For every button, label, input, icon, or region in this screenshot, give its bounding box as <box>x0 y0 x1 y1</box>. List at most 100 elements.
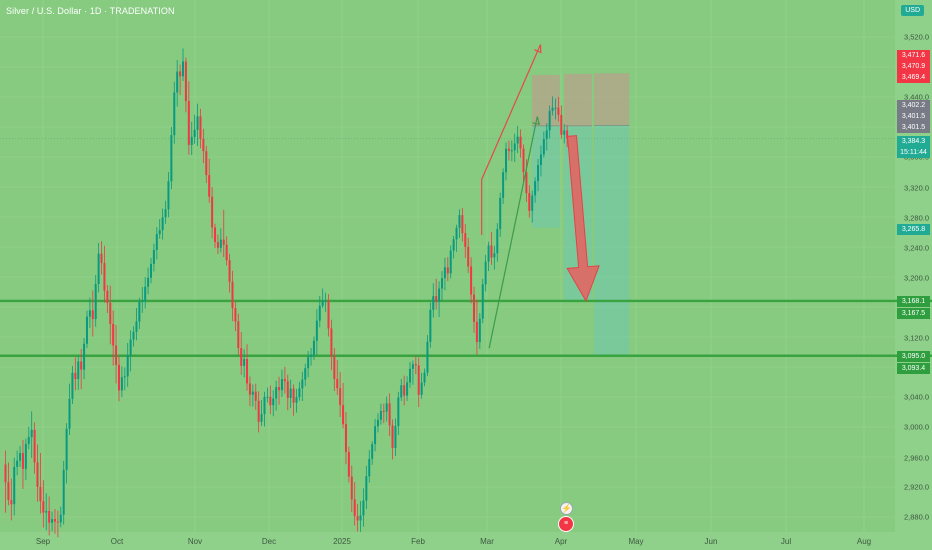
candle-body <box>324 300 327 302</box>
y-tick-label: 2,960.0 <box>903 453 929 463</box>
candle-body <box>275 387 278 399</box>
candle-body <box>286 381 289 398</box>
candle-body <box>385 403 388 412</box>
candle-body <box>170 135 173 182</box>
candle-body <box>77 361 80 380</box>
candle-body <box>39 486 42 502</box>
candle-body <box>481 284 484 319</box>
candle-body <box>551 107 554 111</box>
candle-body <box>298 388 301 398</box>
candle-body <box>376 419 379 427</box>
candle-body <box>443 267 446 279</box>
candle-body <box>30 429 33 438</box>
candle-body <box>216 242 219 248</box>
candle-body <box>400 385 403 398</box>
x-tick-label: Jul <box>780 537 792 546</box>
candle-body <box>347 451 350 477</box>
candle-body <box>269 396 272 406</box>
candle-body <box>301 379 304 389</box>
candle-body <box>152 250 155 264</box>
x-tick-label: 2025 <box>333 537 351 546</box>
candle-body <box>161 217 164 231</box>
candle-body <box>438 288 441 302</box>
candle-body <box>225 244 228 261</box>
candle-body <box>449 250 452 274</box>
candle-body <box>295 397 298 403</box>
candle-body <box>112 323 115 346</box>
candle-body <box>292 388 295 403</box>
candle-body <box>56 521 59 523</box>
candle-body <box>214 227 217 243</box>
trend-arrowhead <box>534 44 542 54</box>
candle-body <box>135 321 138 332</box>
candle-body <box>490 245 493 258</box>
candle-body <box>388 403 391 426</box>
candle-body <box>7 482 10 501</box>
price-axis[interactable]: 3,520.0 3,440.0 3,360.0 3,320.0 3,280.0 … <box>895 0 932 550</box>
candle-body <box>359 515 362 521</box>
candle-body <box>403 385 406 396</box>
us-flag-icon[interactable]: ≡ <box>558 516 574 532</box>
candle-body <box>42 501 45 513</box>
candle-body <box>429 309 432 342</box>
chart-legend: Silver / U.S. Dollar · 1D · TRADENATION <box>6 6 175 16</box>
candle-body <box>100 253 103 264</box>
candle-body <box>45 510 48 513</box>
candle-body <box>350 476 353 500</box>
y-tick-label: 3,320.0 <box>903 183 929 193</box>
candle-body <box>234 308 237 322</box>
candle-body <box>362 500 365 516</box>
lightning-icon[interactable]: ⚡ <box>560 502 573 515</box>
candle-body <box>94 284 97 320</box>
candle-body <box>368 458 371 477</box>
y-tick-label: 3,520.0 <box>903 32 929 42</box>
candle-body <box>263 396 266 415</box>
countdown-badge: 15:11:44 <box>897 147 930 158</box>
candle-body <box>344 424 347 452</box>
candle-body <box>519 136 522 149</box>
candle-body <box>545 130 548 140</box>
candle-body <box>13 466 16 505</box>
candle-body <box>251 391 254 395</box>
candle-body <box>310 354 313 358</box>
candle-body <box>502 172 505 198</box>
currency-button[interactable]: USD <box>901 5 924 16</box>
candle-body <box>51 519 54 523</box>
price-badge: 3,265.8 <box>897 224 930 235</box>
candle-body <box>257 400 260 422</box>
candle-body <box>219 239 222 248</box>
x-tick-label: Nov <box>187 537 203 546</box>
candle-body <box>522 148 525 173</box>
candle-body <box>493 253 496 258</box>
candle-body <box>478 318 481 343</box>
candle-body <box>312 340 315 355</box>
candle-body <box>228 260 231 282</box>
candle-body <box>196 116 199 130</box>
candle-body <box>397 397 400 427</box>
candle-body <box>208 175 211 197</box>
candle-body <box>33 429 36 463</box>
candle-body <box>566 130 569 139</box>
trend-line-lower <box>488 116 538 349</box>
candle-body <box>507 148 510 151</box>
candle-body <box>327 300 330 329</box>
x-tick-label: Jun <box>704 537 718 546</box>
candle-body <box>446 267 449 274</box>
x-tick-label: Mar <box>480 537 494 546</box>
candle-body <box>62 469 65 515</box>
candle-body <box>537 165 540 182</box>
x-tick-label: Feb <box>411 537 425 546</box>
y-tick-label: 3,000.0 <box>903 422 929 432</box>
bearish-arrow <box>566 135 600 303</box>
candle-body <box>342 405 345 425</box>
y-tick-label: 3,280.0 <box>903 213 929 223</box>
candle-body <box>144 286 147 301</box>
candle-body <box>420 382 423 395</box>
x-tick-label: Aug <box>856 537 872 546</box>
candle-body <box>441 278 443 289</box>
candle-body <box>27 437 30 444</box>
candle-body <box>278 387 281 391</box>
candle-body <box>272 398 275 406</box>
